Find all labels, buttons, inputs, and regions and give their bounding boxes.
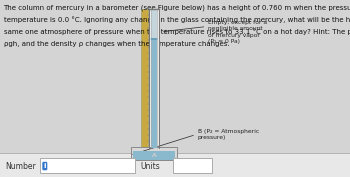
- Text: B (P₂ = Atmospheric
pressure): B (P₂ = Atmospheric pressure): [198, 129, 259, 140]
- Text: Empty, except for a
negligible amount
of mercury vapor
(P₁ = 0 Pa): Empty, except for a negligible amount of…: [208, 20, 267, 44]
- Text: same one atmosphere of pressure when the temperature rises to 33.1 °C on a hot d: same one atmosphere of pressure when the…: [4, 28, 350, 35]
- Text: Units: Units: [140, 162, 160, 170]
- Text: ρgh, and the density ρ changes when the temperature changes.: ρgh, and the density ρ changes when the …: [4, 41, 229, 47]
- Bar: [133, 151, 175, 160]
- Text: Number: Number: [5, 162, 36, 170]
- Bar: [173, 158, 212, 173]
- Bar: [149, 9, 159, 148]
- Bar: [131, 147, 177, 160]
- Text: temperature is 0.0 °C. Ignoring any change in the glass containing the mercury, : temperature is 0.0 °C. Ignoring any chan…: [4, 16, 350, 23]
- Bar: [151, 9, 157, 148]
- Text: The column of mercury in a barometer (see Figure below) has a height of 0.760 m : The column of mercury in a barometer (se…: [4, 4, 350, 11]
- Bar: [151, 39, 157, 148]
- Ellipse shape: [151, 38, 157, 40]
- Bar: [40, 158, 135, 173]
- Bar: [0, 153, 350, 177]
- Text: A: A: [152, 153, 156, 158]
- Text: ▼: ▼: [206, 164, 209, 169]
- Bar: [141, 9, 148, 148]
- Text: i: i: [43, 163, 46, 169]
